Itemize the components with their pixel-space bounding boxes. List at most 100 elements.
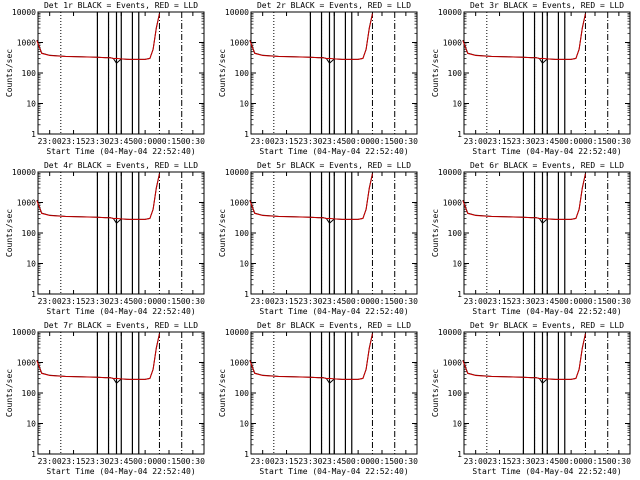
y-tick-label: 10 — [26, 420, 36, 429]
y-tick-label: 1 — [457, 290, 462, 299]
lld-line — [249, 13, 373, 60]
x-tick-label: 00:15 — [370, 297, 394, 306]
y-tick-label: 10000 — [225, 328, 249, 337]
detector-panel: Det 8r BLACK = Events, RED = LLD 1 10 100 10… — [218, 321, 418, 476]
x-axis-label: Start Time (04-May-04 22:52:40) — [46, 467, 195, 476]
y-tick-label: 100 — [22, 229, 37, 238]
y-tick-label: 1000 — [230, 39, 249, 48]
detector-panel: Det 1r BLACK = Events, RED = LLD 1 10 100 10… — [5, 1, 205, 156]
x-tick-label: 00:15 — [157, 457, 181, 466]
y-axis-label: Counts/sec — [5, 209, 14, 257]
x-tick-label: 00:30 — [394, 137, 418, 146]
y-tick-label: 1 — [31, 130, 36, 139]
x-tick-label: 23:00 — [38, 297, 62, 306]
y-tick-label: 100 — [235, 69, 250, 78]
x-tick-label: 23:45 — [109, 297, 133, 306]
panel-title: Det 4r BLACK = Events, RED = LLD — [44, 161, 198, 170]
x-tick-label: 23:30 — [298, 457, 322, 466]
x-tick-label: 23:00 — [251, 297, 275, 306]
y-tick-label: 10 — [26, 260, 36, 269]
x-tick-label: 23:15 — [61, 457, 85, 466]
lld-line — [36, 173, 160, 220]
x-tick-label: 00:15 — [370, 457, 394, 466]
y-tick-label: 1 — [244, 450, 249, 459]
lld-line — [36, 333, 160, 380]
y-tick-label: 1000 — [17, 359, 36, 368]
x-tick-label: 23:45 — [322, 457, 346, 466]
y-tick-label: 10000 — [12, 8, 36, 17]
y-tick-label: 100 — [22, 69, 37, 78]
x-tick-label: 00:00 — [559, 297, 583, 306]
y-tick-label: 10 — [239, 260, 249, 269]
y-tick-label: 10 — [452, 420, 462, 429]
y-tick-label: 1000 — [443, 39, 462, 48]
x-axis-label: Start Time (04-May-04 22:52:40) — [259, 147, 408, 156]
x-tick-label: 00:15 — [583, 137, 607, 146]
lld-line — [249, 333, 373, 380]
x-tick-label: 00:00 — [559, 457, 583, 466]
y-tick-label: 1 — [457, 130, 462, 139]
y-tick-label: 1000 — [443, 359, 462, 368]
x-tick-label: 23:30 — [511, 137, 535, 146]
detector-panel: Det 5r BLACK = Events, RED = LLD 1 10 100 10… — [218, 161, 418, 316]
y-tick-label: 100 — [235, 229, 250, 238]
detector-panel: Det 6r BLACK = Events, RED = LLD 1 10 100 10… — [431, 161, 631, 316]
panel-title: Det 1r BLACK = Events, RED = LLD — [44, 1, 198, 10]
y-tick-label: 10000 — [438, 168, 462, 177]
x-tick-label: 00:30 — [181, 297, 205, 306]
x-axis-label: Start Time (04-May-04 22:52:40) — [259, 467, 408, 476]
x-tick-label: 00:15 — [583, 297, 607, 306]
x-tick-label: 00:00 — [346, 137, 370, 146]
x-tick-label: 23:00 — [38, 137, 62, 146]
y-tick-label: 1 — [457, 450, 462, 459]
y-axis-label: Counts/sec — [218, 369, 227, 417]
x-tick-label: 23:45 — [322, 297, 346, 306]
detector-panel: Det 7r BLACK = Events, RED = LLD 1 10 100 10… — [5, 321, 205, 476]
y-tick-label: 10000 — [438, 8, 462, 17]
x-tick-label: 00:00 — [346, 457, 370, 466]
y-tick-label: 1000 — [230, 359, 249, 368]
detector-panel: Det 9r BLACK = Events, RED = LLD 1 10 100 10… — [431, 321, 631, 476]
panel-title: Det 6r BLACK = Events, RED = LLD — [470, 161, 624, 170]
lld-line — [462, 173, 586, 220]
x-tick-label: 23:45 — [535, 457, 559, 466]
y-tick-label: 1000 — [230, 199, 249, 208]
y-tick-label: 1 — [244, 290, 249, 299]
y-tick-label: 100 — [448, 69, 463, 78]
panel-title: Det 5r BLACK = Events, RED = LLD — [257, 161, 411, 170]
x-tick-label: 23:00 — [464, 457, 488, 466]
panel-title: Det 8r BLACK = Events, RED = LLD — [257, 321, 411, 330]
x-tick-label: 00:30 — [181, 457, 205, 466]
y-tick-label: 100 — [235, 389, 250, 398]
detector-panel: Det 4r BLACK = Events, RED = LLD 1 10 100 10… — [5, 161, 205, 316]
detector-panel: Det 2r BLACK = Events, RED = LLD 1 10 100 10… — [218, 1, 418, 156]
x-tick-label: 00:30 — [607, 297, 631, 306]
lld-line — [462, 333, 586, 380]
x-tick-label: 23:45 — [109, 457, 133, 466]
detector-panel: Det 3r BLACK = Events, RED = LLD 1 10 100 10… — [431, 1, 631, 156]
x-tick-label: 00:15 — [157, 137, 181, 146]
y-tick-label: 1000 — [443, 199, 462, 208]
y-tick-label: 10000 — [225, 8, 249, 17]
x-tick-label: 00:30 — [607, 457, 631, 466]
y-tick-label: 10 — [452, 100, 462, 109]
y-tick-label: 10000 — [12, 168, 36, 177]
y-tick-label: 10000 — [12, 328, 36, 337]
y-axis-label: Counts/sec — [218, 209, 227, 257]
panel-title: Det 3r BLACK = Events, RED = LLD — [470, 1, 624, 10]
x-tick-label: 23:45 — [535, 137, 559, 146]
y-tick-label: 100 — [22, 389, 37, 398]
y-tick-label: 100 — [448, 229, 463, 238]
x-tick-label: 23:30 — [85, 457, 109, 466]
x-tick-label: 00:15 — [157, 297, 181, 306]
x-tick-label: 23:15 — [274, 137, 298, 146]
x-tick-label: 00:15 — [370, 137, 394, 146]
y-tick-label: 10000 — [438, 328, 462, 337]
x-tick-label: 23:30 — [298, 137, 322, 146]
x-tick-label: 00:00 — [133, 297, 157, 306]
x-tick-label: 23:30 — [511, 297, 535, 306]
x-tick-label: 23:15 — [487, 137, 511, 146]
x-axis-label: Start Time (04-May-04 22:52:40) — [46, 307, 195, 316]
x-axis-label: Start Time (04-May-04 22:52:40) — [472, 307, 621, 316]
